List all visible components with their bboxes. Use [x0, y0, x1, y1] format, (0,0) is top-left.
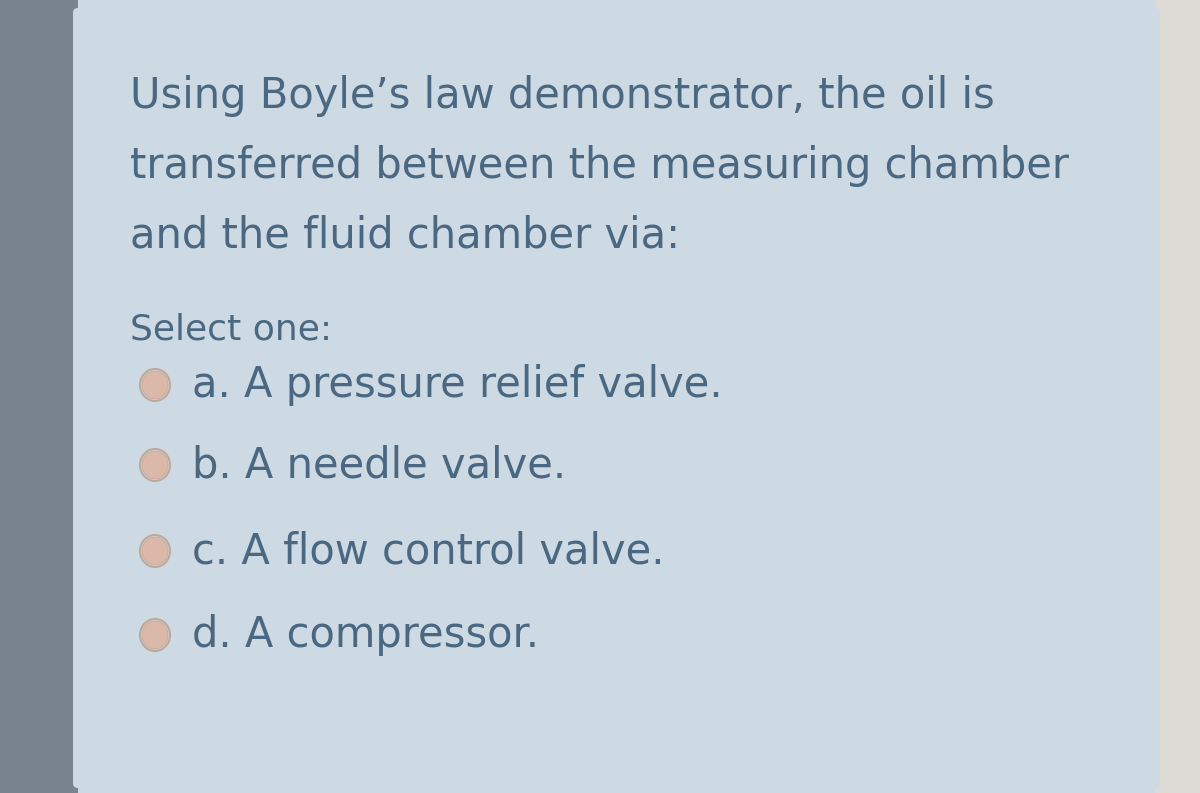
- Text: c. A flow control valve.: c. A flow control valve.: [192, 530, 665, 572]
- Text: transferred between the measuring chamber: transferred between the measuring chambe…: [130, 145, 1069, 187]
- Text: d. A compressor.: d. A compressor.: [192, 614, 539, 656]
- Text: and the fluid chamber via:: and the fluid chamber via:: [130, 215, 680, 257]
- Ellipse shape: [142, 621, 168, 649]
- Ellipse shape: [142, 537, 168, 565]
- Ellipse shape: [142, 451, 168, 479]
- Ellipse shape: [140, 619, 170, 651]
- Text: b. A needle valve.: b. A needle valve.: [192, 444, 566, 486]
- Ellipse shape: [140, 369, 170, 401]
- Bar: [1154, 0, 1200, 793]
- Ellipse shape: [140, 535, 170, 567]
- Text: a. A pressure relief valve.: a. A pressure relief valve.: [192, 364, 722, 406]
- FancyBboxPatch shape: [73, 8, 1160, 788]
- Text: Using Boyle’s law demonstrator, the oil is: Using Boyle’s law demonstrator, the oil …: [130, 75, 995, 117]
- Text: Select one:: Select one:: [130, 313, 332, 347]
- Ellipse shape: [142, 371, 168, 399]
- Bar: [0, 0, 78, 793]
- Ellipse shape: [140, 449, 170, 481]
